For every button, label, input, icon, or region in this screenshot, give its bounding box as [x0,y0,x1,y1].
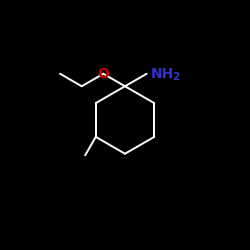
Text: 2: 2 [172,72,180,83]
Text: NH: NH [150,67,174,81]
Text: O: O [98,67,109,81]
